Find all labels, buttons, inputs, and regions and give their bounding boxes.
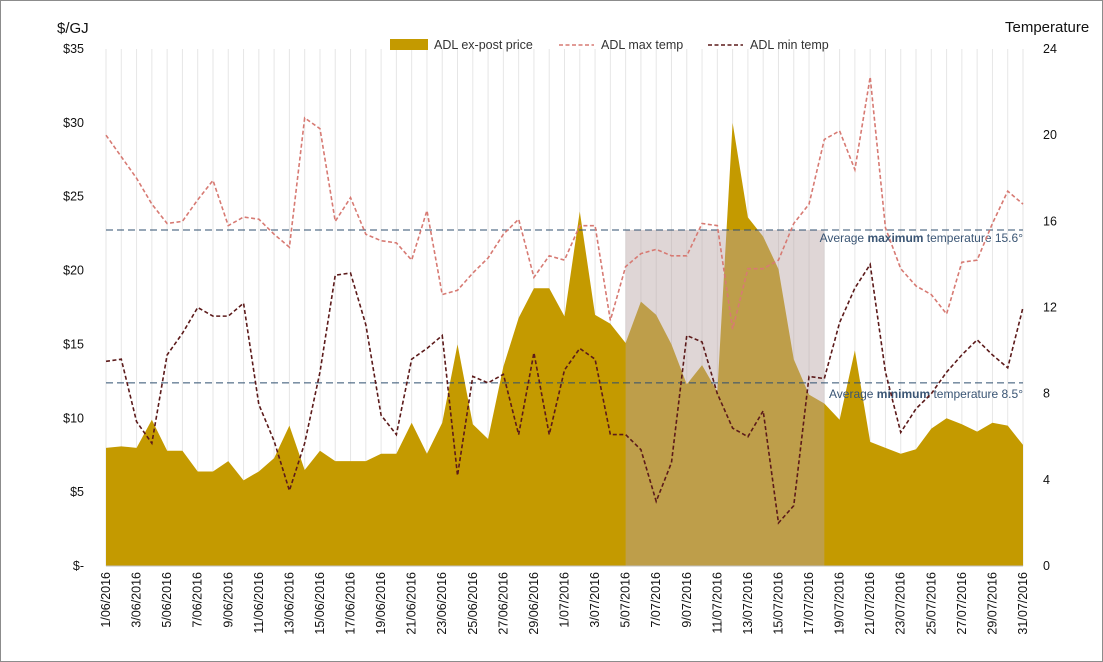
x-tick-label: 27/06/2016 bbox=[496, 572, 510, 635]
x-tick-label: 21/06/2016 bbox=[405, 572, 419, 635]
x-tick-label: 5/07/2016 bbox=[619, 572, 633, 628]
y-right-axis-title: Temperature bbox=[1005, 19, 1089, 36]
y-left-tick-label: $5 bbox=[70, 485, 84, 499]
reference-label-prefix: Average bbox=[820, 231, 868, 245]
y-right-tick-label: 16 bbox=[1043, 214, 1057, 228]
x-tick-label: 23/07/2016 bbox=[894, 572, 908, 635]
legend-label-max-temp: ADL max temp bbox=[601, 38, 683, 52]
y-right-tick-label: 20 bbox=[1043, 128, 1057, 142]
series-line-adl-max-temp bbox=[105, 76, 1024, 330]
reference-label-bold: minimum bbox=[877, 387, 930, 401]
x-tick-label: 1/07/2016 bbox=[558, 572, 572, 628]
x-tick-label: 29/07/2016 bbox=[985, 572, 999, 635]
y-left-tick-label: $- bbox=[73, 559, 84, 573]
x-tick-label: 23/06/2016 bbox=[435, 572, 449, 635]
highlight-band bbox=[625, 229, 825, 566]
y-right-tick-label: 12 bbox=[1043, 301, 1057, 315]
x-tick-label: 15/07/2016 bbox=[771, 572, 785, 635]
series-area-adl-ex-post-price bbox=[106, 122, 1023, 567]
x-tick-label: 1/06/2016 bbox=[99, 572, 113, 628]
x-tick-label: 11/07/2016 bbox=[710, 572, 724, 634]
x-tick-label: 17/07/2016 bbox=[802, 572, 816, 635]
reference-label-bold: maximum bbox=[867, 231, 923, 245]
reference-label-prefix: Average bbox=[829, 387, 877, 401]
y-right-tick-label: 8 bbox=[1043, 387, 1050, 401]
x-tick-label: 31/07/2016 bbox=[1016, 572, 1030, 635]
reference-label-suffix: temperature 15.6° bbox=[923, 231, 1023, 245]
y-right-tick-label: 4 bbox=[1043, 473, 1050, 487]
x-tick-label: 19/06/2016 bbox=[374, 572, 388, 635]
temperature-lines bbox=[105, 76, 1024, 525]
x-tick-label: 3/07/2016 bbox=[588, 572, 602, 628]
x-tick-label: 3/06/2016 bbox=[130, 572, 144, 628]
x-tick-label: 19/07/2016 bbox=[833, 572, 847, 635]
highlight-band-layer bbox=[625, 229, 825, 566]
x-tick-label: 15/06/2016 bbox=[313, 572, 327, 635]
x-tick-label: 11/06/2016 bbox=[252, 572, 266, 634]
x-tick-label: 27/07/2016 bbox=[955, 572, 969, 635]
axes: $- $5 $10 $15 $20 $25 $30 $35 0 4 8 12 16 20 24 1/06/20… bbox=[63, 42, 1057, 635]
price-area-layer bbox=[106, 122, 1023, 567]
y-left-tick-label: $15 bbox=[63, 337, 84, 351]
x-tick-label: 9/06/2016 bbox=[221, 572, 235, 628]
x-tick-label: 13/06/2016 bbox=[282, 572, 296, 635]
y-right-tick-label: 0 bbox=[1043, 559, 1050, 573]
x-tick-label: 9/07/2016 bbox=[680, 572, 694, 628]
legend-label-min-temp: ADL min temp bbox=[750, 38, 829, 52]
series-line-adl-min-temp bbox=[105, 262, 1024, 525]
x-tick-label: 7/07/2016 bbox=[649, 572, 663, 628]
legend-label-price: ADL ex-post price bbox=[434, 38, 533, 52]
y-left-axis-title: $/GJ bbox=[57, 20, 89, 37]
x-tick-label: 13/07/2016 bbox=[741, 572, 755, 635]
x-tick-label: 21/07/2016 bbox=[863, 572, 877, 635]
y-left-tick-label: $30 bbox=[63, 116, 84, 130]
x-tick-label: 29/06/2016 bbox=[527, 572, 541, 635]
reference-line-label: Average maximum temperature 15.6° bbox=[820, 231, 1024, 245]
reference-lines: Average maximum temperature 15.6°Average… bbox=[106, 229, 1024, 401]
x-tick-label: 5/06/2016 bbox=[160, 572, 174, 628]
x-tick-label: 7/06/2016 bbox=[191, 572, 205, 628]
x-tick-label: 25/07/2016 bbox=[924, 572, 938, 635]
y-left-tick-label: $20 bbox=[63, 264, 84, 278]
reference-label-suffix: temperature 8.5° bbox=[930, 387, 1023, 401]
y-left-tick-label: $35 bbox=[63, 42, 84, 56]
x-tick-label: 17/06/2016 bbox=[344, 572, 358, 635]
x-tick-label: 25/06/2016 bbox=[466, 572, 480, 635]
y-right-tick-label: 24 bbox=[1043, 42, 1057, 56]
y-left-tick-label: $10 bbox=[63, 411, 84, 425]
legend: ADL ex-post price ADL max temp ADL min tem… bbox=[390, 38, 829, 52]
reference-line-label: Average minimum temperature 8.5° bbox=[829, 387, 1023, 401]
y-left-tick-label: $25 bbox=[63, 190, 84, 204]
legend-swatch-price bbox=[390, 39, 428, 50]
